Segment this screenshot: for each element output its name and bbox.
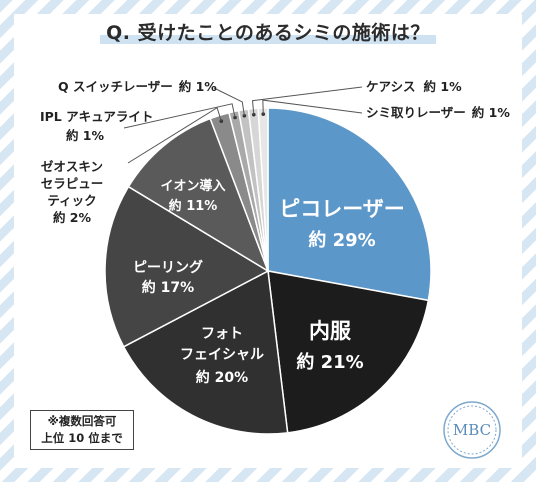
slice-label-photofacial-name1: フォト — [201, 326, 243, 342]
slice-label-photofacial-value: 約 20% — [196, 369, 248, 386]
pie-slice-ion — [127, 117, 270, 273]
outside-label-qswitch: Q スイッチレーザー約 1% — [58, 79, 217, 94]
note-box: ※複数回答可 上位 10 位まで — [30, 410, 134, 450]
outside-label-zeo-name2: セラピュー — [41, 176, 104, 191]
mbc-logo: MBC — [443, 401, 501, 459]
leader-line-zeoskin — [127, 106, 222, 164]
slice-label-photofacial-name2: フェイシャル — [180, 347, 264, 363]
slice-label-ion-value: 約 11% — [169, 198, 218, 214]
pie-slice-picolaser — [267, 107, 432, 302]
pie-slice-peeling — [104, 185, 270, 348]
outside-label-zeo-value: 約 2% — [53, 210, 92, 225]
slice-label-peeling-name: ピーリング — [133, 259, 203, 276]
outside-label-ipl-name: IPL アキュアライト — [40, 109, 153, 124]
mbc-logo-text: MBC — [453, 421, 491, 439]
slice-label-naifuku-name: 内服 — [309, 319, 352, 343]
slice-label-peeling-value: 約 17% — [142, 279, 194, 296]
slice-label-ion-name: イオン導入 — [160, 178, 225, 194]
outside-label-zeo-name1: ゼオスキン — [41, 159, 103, 174]
chart-title: Q. 受けたことのあるシミの施術は？ — [0, 18, 536, 45]
outside-label-careasis: ケアシス約 1% — [366, 79, 462, 94]
leader-lines — [123, 86, 363, 164]
slice-label-picolaser-name: ピコレーザー — [279, 197, 405, 221]
pie-slice-naifuku — [267, 270, 430, 434]
leader-line-qswitch — [213, 87, 245, 116]
leader-line-careasis — [251, 86, 363, 115]
outside-label-ipl-value: 約 1% — [66, 128, 105, 143]
outside-label-shimitori: シミ取りレーザー約 1% — [366, 105, 510, 120]
pie-slice-photofacial — [122, 269, 289, 435]
note-line-2: 上位 10 位まで — [41, 431, 123, 445]
outside-label-zeo-name3: ティック — [47, 193, 96, 208]
slice-label-naifuku-value: 約 21% — [296, 351, 363, 373]
leader-line-shimitori — [262, 99, 363, 115]
slice-label-picolaser-value: 約 29% — [308, 229, 375, 251]
note-line-1: ※複数回答可 — [47, 414, 117, 428]
leader-line-ipl — [123, 103, 236, 129]
